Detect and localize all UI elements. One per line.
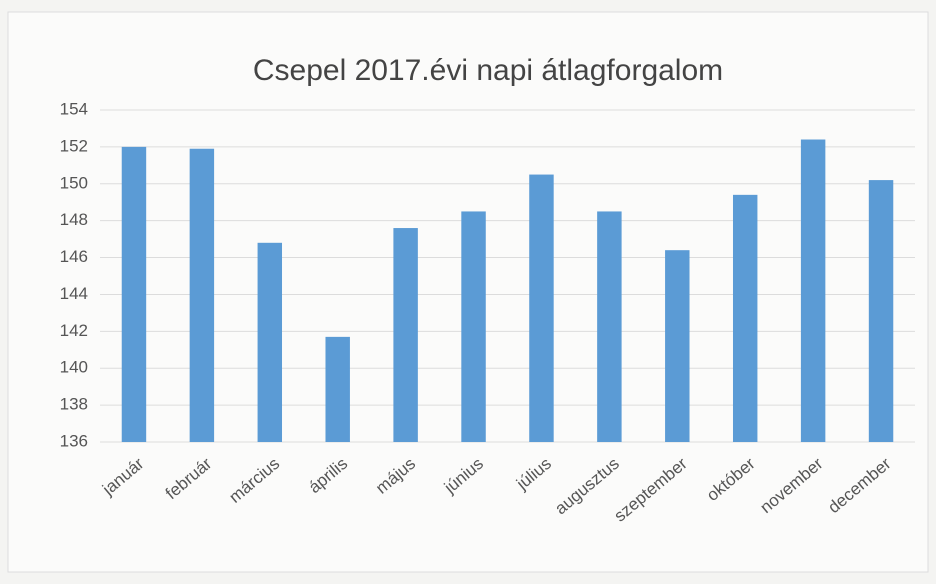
bar xyxy=(868,180,894,443)
bar xyxy=(461,211,486,442)
y-tick-label: 146 xyxy=(60,247,88,266)
y-tick-label: 154 xyxy=(60,99,88,118)
y-tick-label: 148 xyxy=(60,210,88,229)
y-tick-label: 138 xyxy=(60,395,88,414)
bar xyxy=(121,146,147,442)
y-tick-label: 140 xyxy=(60,358,88,377)
bar xyxy=(529,174,554,443)
bar xyxy=(325,336,350,442)
y-tick-label: 142 xyxy=(60,321,88,340)
chart-title: Csepel 2017.évi napi átlagforgalom xyxy=(253,54,723,87)
bar xyxy=(189,148,215,442)
bar xyxy=(597,211,622,442)
y-tick-label: 152 xyxy=(60,136,88,155)
bar xyxy=(665,250,690,442)
bar xyxy=(257,242,283,442)
bar xyxy=(732,194,758,442)
y-tick-label: 150 xyxy=(60,173,88,192)
bar xyxy=(800,139,826,442)
bar xyxy=(393,228,418,442)
y-tick-label: 136 xyxy=(60,431,88,450)
y-tick-label: 144 xyxy=(60,284,88,303)
